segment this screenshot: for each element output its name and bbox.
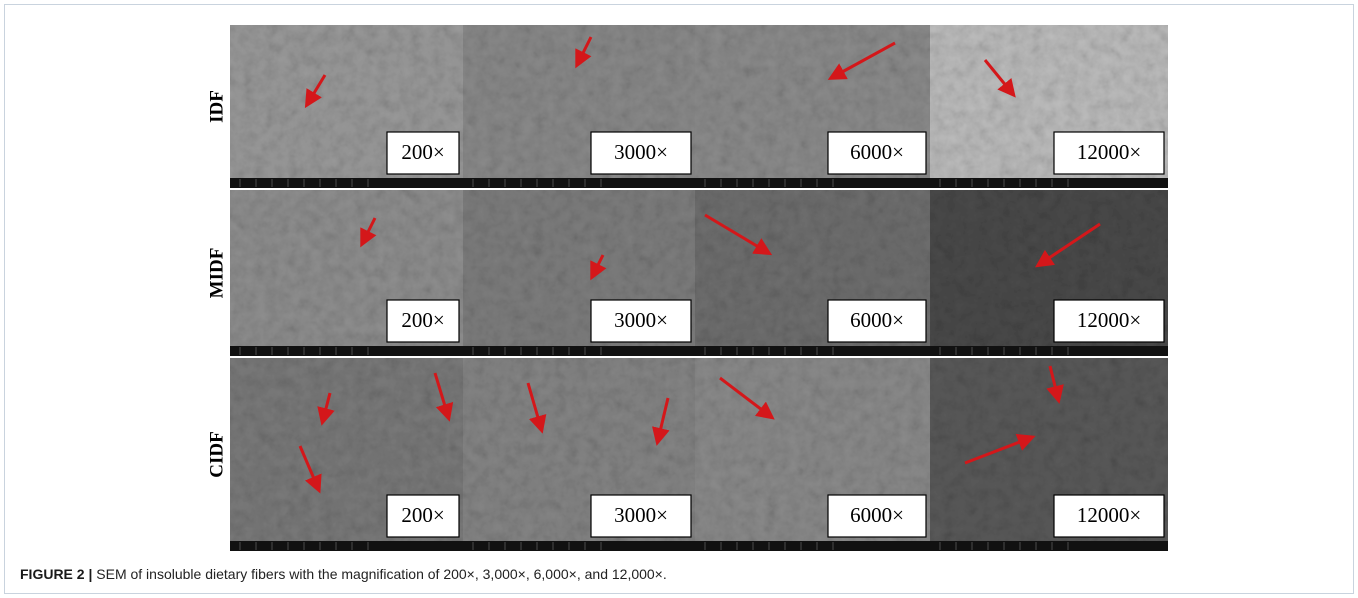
magnification-label: 6000×: [850, 140, 904, 164]
sem-panel: 200×: [230, 25, 463, 188]
info-bar: [463, 178, 695, 188]
info-bar: [230, 346, 463, 356]
info-bar: [695, 178, 930, 188]
sem-panel: 12000×: [930, 25, 1168, 188]
magnification-label: 3000×: [614, 140, 668, 164]
caption-text: SEM of insoluble dietary fibers with the…: [96, 566, 667, 582]
magnification-label: 3000×: [614, 503, 668, 527]
info-bar: [463, 541, 695, 551]
sem-panel: 6000×: [695, 25, 930, 188]
row-label: CIDF: [206, 431, 227, 477]
sem-panel: 12000×: [930, 190, 1168, 356]
info-bar: [930, 346, 1168, 356]
magnification-label: 200×: [401, 503, 444, 527]
magnification-label: 6000×: [850, 503, 904, 527]
caption: FIGURE 2 | SEM of insoluble dietary fibe…: [20, 566, 667, 582]
info-bar: [930, 178, 1168, 188]
info-bar: [230, 178, 463, 188]
sem-panel: 3000×: [463, 358, 695, 551]
sem-panel: 3000×: [463, 190, 695, 356]
info-bar: [695, 346, 930, 356]
info-bar: [463, 346, 695, 356]
magnification-label: 3000×: [614, 308, 668, 332]
magnification-label: 6000×: [850, 308, 904, 332]
info-bar: [230, 541, 463, 551]
magnification-label: 12000×: [1077, 140, 1141, 164]
info-bar: [695, 541, 930, 551]
figure: IDF 200× 3000× 6000× 12000× MIDF 200× 3000× 6000…: [0, 0, 1358, 598]
info-bar: [930, 541, 1168, 551]
row-label: IDF: [206, 90, 227, 123]
sem-panel: 6000×: [695, 358, 930, 551]
sem-panel: 200×: [230, 358, 463, 551]
magnification-label: 200×: [401, 308, 444, 332]
sem-panel: 6000×: [695, 190, 930, 356]
sem-panel: 200×: [230, 190, 463, 356]
caption-label: FIGURE 2 |: [20, 566, 92, 582]
magnification-label: 12000×: [1077, 503, 1141, 527]
sem-panel: 3000×: [463, 25, 695, 188]
magnification-label: 200×: [401, 140, 444, 164]
magnification-label: 12000×: [1077, 308, 1141, 332]
page: IDF 200× 3000× 6000× 12000× MIDF 200× 3000× 6000…: [0, 0, 1358, 598]
sem-panel: 12000×: [930, 358, 1168, 551]
row-label: MIDF: [206, 248, 227, 299]
